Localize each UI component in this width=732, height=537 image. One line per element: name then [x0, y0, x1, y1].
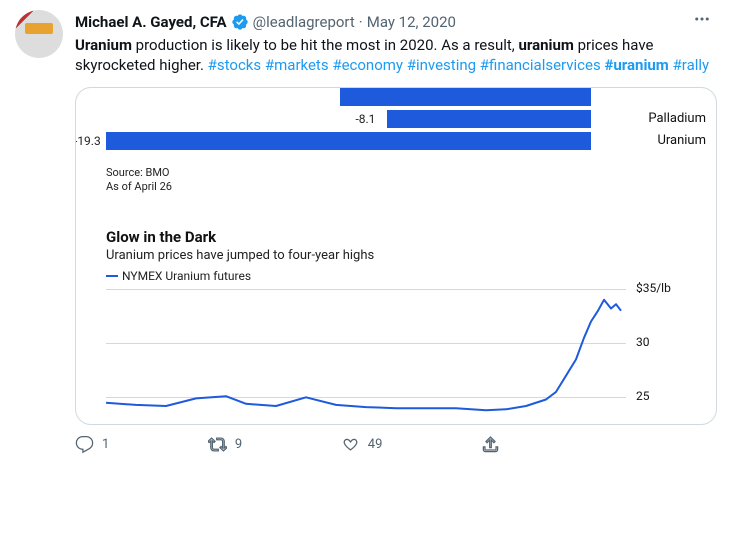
tweet: Michael A. Gayed, CFA @leadlagreport · M…: [0, 0, 732, 464]
hashtag[interactable]: #economy: [332, 56, 403, 74]
bar-value-label: -8.1: [355, 112, 375, 126]
hashtag[interactable]: #rally: [673, 56, 710, 74]
bar: [387, 110, 591, 128]
hashtag[interactable]: #investing: [407, 56, 476, 74]
tweet-date[interactable]: May 12, 2020: [367, 12, 456, 32]
chart-source-line1: Source: BMO: [106, 166, 172, 180]
bar-category-label: Uranium: [657, 133, 706, 148]
separator-dot: ·: [359, 12, 363, 32]
y-axis-label: 30: [636, 335, 650, 349]
display-name[interactable]: Michael A. Gayed, CFA: [75, 12, 227, 32]
reply-count: 1: [102, 437, 109, 452]
text: production is likely to be hit the most …: [132, 36, 519, 54]
tweet-text: Uranium production is likely to be hit t…: [75, 35, 717, 75]
y-axis-label: $35/lb: [636, 281, 671, 295]
line-chart-subtitle: Uranium prices have jumped to four-year …: [106, 248, 686, 263]
hashtag[interactable]: #stocks: [208, 56, 262, 74]
line-chart: Glow in the Dark Uranium prices have jum…: [76, 228, 716, 424]
tweet-header: Michael A. Gayed, CFA @leadlagreport · M…: [75, 10, 717, 33]
line-chart-legend: NYMEX Uranium futures: [106, 269, 686, 283]
legend-label: NYMEX Uranium futures: [122, 269, 251, 283]
line-chart-title: Glow in the Dark: [106, 228, 686, 246]
like-count: 49: [368, 437, 383, 452]
handle[interactable]: @leadlagreport: [253, 12, 355, 32]
y-axis-label: 25: [636, 389, 650, 403]
chart-source-line2: As of April 26: [106, 180, 172, 194]
retweet-count: 9: [235, 437, 242, 452]
legend-swatch-icon: [106, 275, 118, 277]
media-card[interactable]: Source: BMO As of April 26 -8.1 Palladium…: [75, 87, 717, 425]
bar-category-label: Palladium: [648, 111, 706, 126]
tweet-actions: 1 9 49: [75, 435, 500, 464]
retweet-button[interactable]: 9: [208, 435, 242, 454]
like-button[interactable]: 49: [341, 435, 383, 454]
text-bold: uranium: [518, 36, 573, 54]
reply-button[interactable]: 1: [75, 435, 109, 454]
bar-value-label: -19.3: [75, 134, 101, 148]
line-series: [106, 289, 626, 419]
tweet-main: Michael A. Gayed, CFA @leadlagreport · M…: [75, 10, 717, 464]
bar: [340, 88, 591, 106]
hashtag[interactable]: #uranium: [604, 56, 668, 74]
hashtag[interactable]: #financialservices: [480, 56, 601, 74]
avatar[interactable]: [15, 10, 63, 58]
hashtag[interactable]: #markets: [265, 56, 329, 74]
bar: [106, 132, 591, 150]
more-button[interactable]: [687, 10, 717, 33]
text-bold: Uranium: [75, 36, 132, 54]
verified-badge-icon: [231, 13, 249, 31]
avatar-column: [15, 10, 63, 464]
line-chart-plot: $35/lb3025: [106, 289, 686, 419]
share-button[interactable]: [481, 435, 500, 454]
bar-chart: Source: BMO As of April 26 -8.1 Palladium…: [76, 88, 716, 216]
